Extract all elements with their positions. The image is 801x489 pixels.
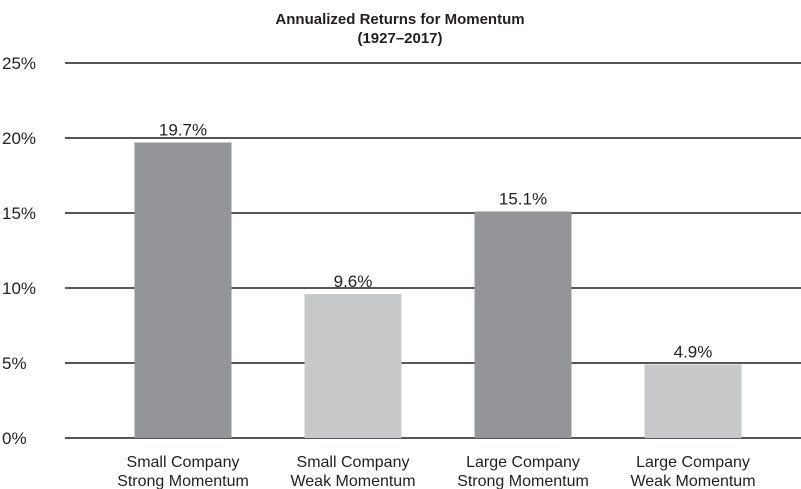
value-label: 15.1% [499, 190, 547, 209]
y-tick-label: 20% [2, 129, 36, 148]
x-tick-label: Large Company Weak Momentum [630, 454, 755, 489]
y-tick-label: 0% [2, 429, 27, 448]
y-tick-label: 5% [2, 354, 27, 373]
bar [304, 294, 402, 438]
value-label: 9.6% [334, 272, 373, 291]
y-tick-label: 10% [2, 279, 36, 298]
chart-subtitle: (1927–2017) [357, 30, 442, 47]
chart-title: Annualized Returns for Momentum [275, 11, 524, 28]
bar [644, 364, 742, 438]
x-tick-label: Small Company Strong Momentum [117, 454, 249, 489]
value-label: 19.7% [159, 121, 207, 140]
x-tick-label: Small Company Weak Momentum [290, 454, 415, 489]
y-tick-label: 15% [2, 204, 36, 223]
value-label: 4.9% [674, 343, 713, 362]
bar [474, 211, 572, 438]
x-tick-label: Large Company Strong Momentum [457, 454, 589, 489]
y-tick-label: 25% [2, 54, 36, 73]
bar [134, 142, 232, 438]
